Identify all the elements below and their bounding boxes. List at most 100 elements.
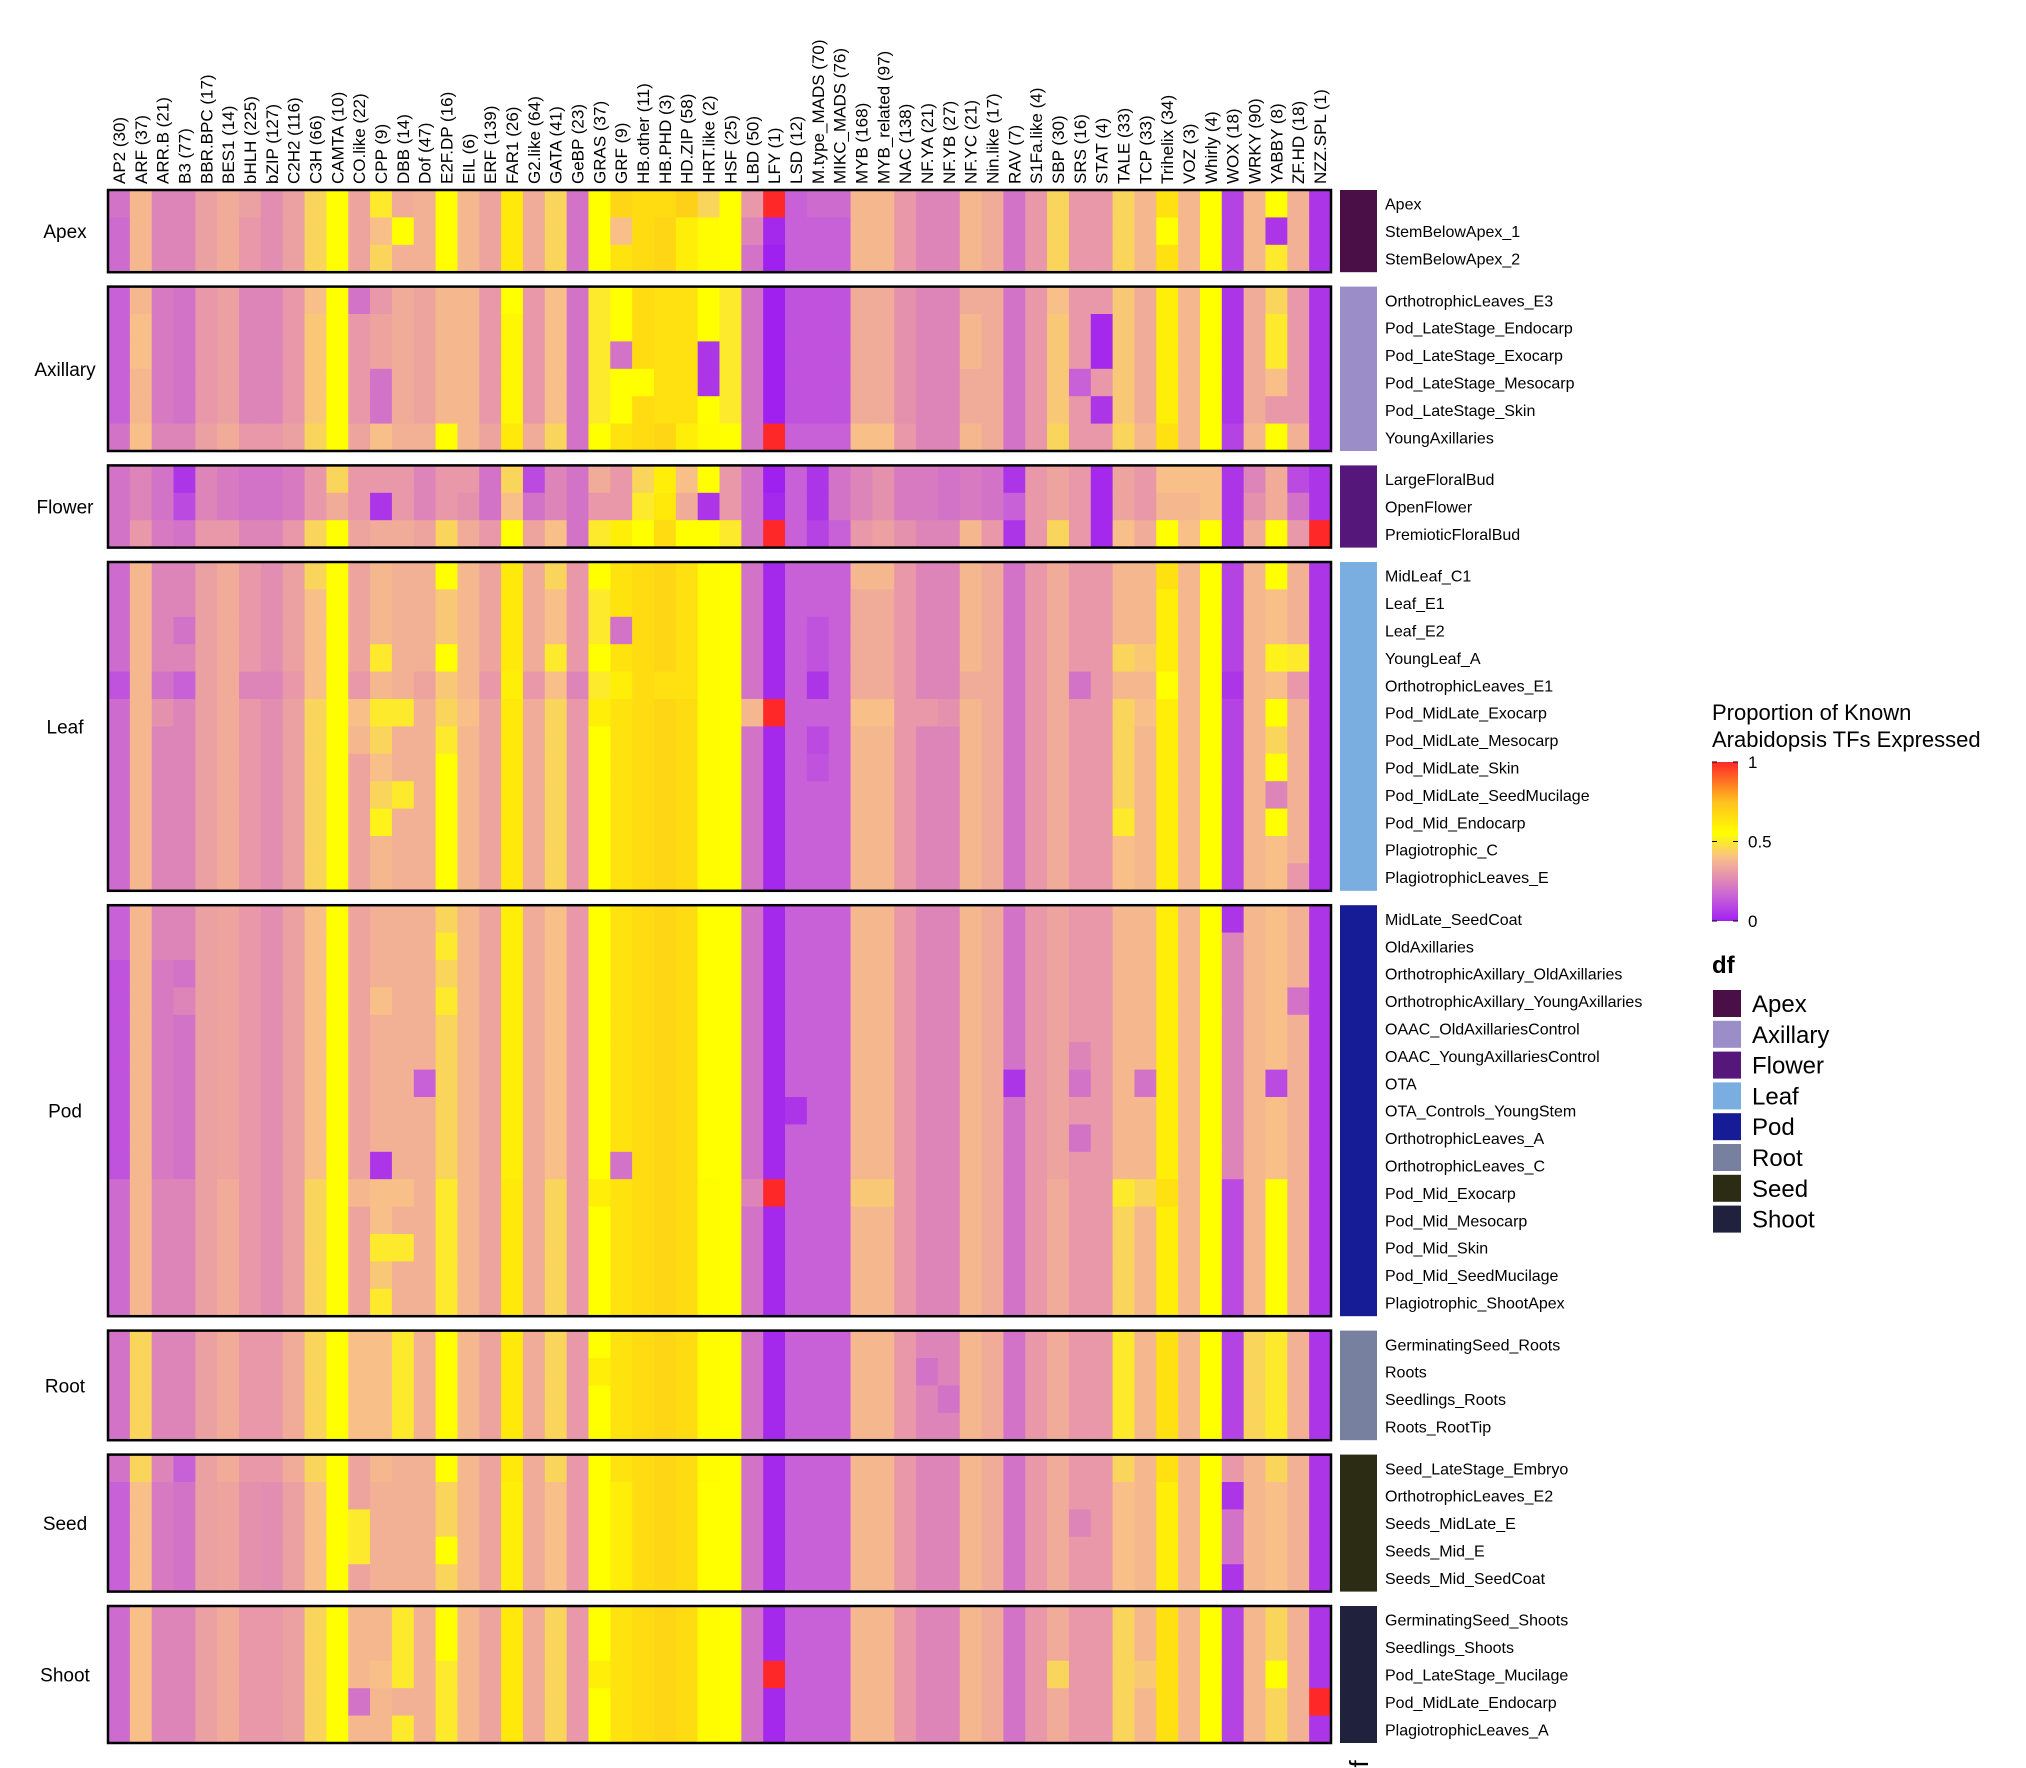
heatmap-cell <box>610 753 633 782</box>
heatmap-cell <box>1068 341 1092 370</box>
heatmap-cell <box>850 836 873 864</box>
heatmap-cell <box>348 726 371 755</box>
heatmap-cell <box>1309 1014 1332 1043</box>
heatmap-cell <box>151 836 175 864</box>
heatmap-cell <box>391 781 415 810</box>
heatmap-cell <box>1090 808 1114 837</box>
heatmap-cell <box>326 562 349 590</box>
heatmap-cell <box>239 1234 262 1262</box>
heatmap-cell <box>1003 1509 1026 1538</box>
heatmap-cell <box>1090 1412 1114 1441</box>
heatmap-cell <box>282 1660 306 1689</box>
heatmap-cell <box>544 1124 568 1153</box>
heatmap-cell <box>741 1606 764 1634</box>
heatmap-cell <box>785 1206 808 1235</box>
heatmap-cell <box>1243 1097 1267 1125</box>
heatmap-cell <box>326 699 349 727</box>
annotation-bar-axillary <box>1340 286 1377 451</box>
heatmap-cell <box>1287 671 1310 700</box>
heatmap-cell <box>1243 863 1267 892</box>
heatmap-cell <box>785 562 808 590</box>
heatmap-cell <box>763 1288 786 1317</box>
heatmap-cell <box>108 589 131 618</box>
heatmap-cell <box>1265 863 1288 892</box>
heatmap-cell <box>1309 1660 1332 1689</box>
heatmap-cell <box>872 1261 895 1290</box>
heatmap-cell <box>1112 1206 1136 1235</box>
row-label: Plagiotrophic_C <box>1385 843 1498 860</box>
heatmap-cell <box>1112 396 1136 425</box>
heatmap-cell <box>282 671 306 700</box>
heatmap-cell <box>894 753 917 782</box>
heatmap-cell <box>348 836 371 864</box>
heatmap-cell <box>282 1509 306 1538</box>
heatmap-cell <box>435 562 459 590</box>
heatmap-cell <box>195 520 218 549</box>
heatmap-cell <box>108 1509 131 1538</box>
heatmap-cell <box>1025 1606 1048 1634</box>
heatmap-cell <box>828 644 852 673</box>
heatmap-cell <box>741 1179 764 1208</box>
heatmap-cell <box>937 932 961 961</box>
heatmap-cell <box>1112 1069 1136 1098</box>
heatmap-cell <box>675 932 699 961</box>
heatmap-cell <box>675 1069 699 1098</box>
heatmap-cell <box>239 217 262 246</box>
heatmap-cell <box>435 1069 459 1098</box>
heatmap-cell <box>1047 1454 1070 1483</box>
heatmap-cell <box>522 836 546 864</box>
heatmap-cell <box>916 1069 939 1098</box>
heatmap-cell <box>1112 1179 1136 1208</box>
heatmap-cell <box>959 1206 983 1235</box>
heatmap-cell <box>217 781 240 810</box>
heatmap-cell <box>566 520 590 549</box>
heatmap-cell <box>566 808 590 837</box>
heatmap-cell <box>1287 1069 1310 1098</box>
heatmap-cell <box>413 753 437 782</box>
heatmap-cell <box>937 1151 961 1180</box>
heatmap-cell <box>108 616 131 645</box>
row-label: Pod_Mid_Mesocarp <box>1385 1213 1527 1230</box>
heatmap-cell <box>806 1536 830 1565</box>
heatmap-cell <box>937 217 961 246</box>
heatmap-cell <box>894 1564 917 1593</box>
heatmap-cell <box>894 1234 917 1262</box>
heatmap-cell <box>370 1358 393 1386</box>
row-label: PremioticFloralBud <box>1385 527 1520 544</box>
heatmap-cell <box>173 1385 196 1414</box>
heatmap-cell <box>195 987 218 1016</box>
heatmap-cell <box>981 1234 1005 1262</box>
heatmap-cell <box>391 616 415 645</box>
heatmap-cell <box>479 836 502 864</box>
heatmap-cell <box>501 1330 524 1359</box>
heatmap-cell <box>1068 314 1092 342</box>
heatmap-cell <box>282 190 306 218</box>
heatmap-cell <box>566 1206 590 1235</box>
heatmap-cell <box>1199 1606 1223 1634</box>
heatmap-cell <box>937 314 961 342</box>
heatmap-cell <box>828 1454 852 1483</box>
heatmap-cell <box>260 699 284 727</box>
heatmap-cell <box>653 960 677 988</box>
df-legend-label: Apex <box>1752 991 1807 1018</box>
heatmap-cell <box>260 520 284 549</box>
heatmap-cell <box>1265 905 1288 934</box>
heatmap-cell <box>391 1715 415 1744</box>
heatmap-cell <box>391 1069 415 1098</box>
heatmap-cell <box>653 1606 677 1634</box>
heatmap-cell <box>151 492 175 521</box>
heatmap-cell <box>850 1069 873 1098</box>
heatmap-cell <box>217 465 240 494</box>
heatmap-cell <box>108 1385 131 1414</box>
heatmap-cell <box>151 423 175 452</box>
heatmap-cell <box>260 726 284 755</box>
heatmap-cell <box>959 960 983 988</box>
heatmap-cell <box>479 1385 502 1414</box>
heatmap-cell <box>129 1206 153 1235</box>
heatmap-cell <box>588 726 611 755</box>
heatmap-cell <box>282 987 306 1016</box>
heatmap-cell <box>522 932 546 961</box>
heatmap-cell <box>653 1069 677 1098</box>
heatmap-cell <box>632 1660 655 1689</box>
heatmap-cell <box>1243 1482 1267 1510</box>
